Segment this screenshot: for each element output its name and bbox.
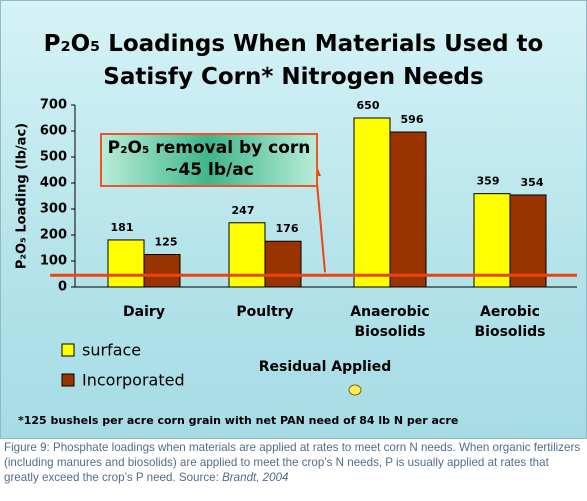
bar <box>228 222 266 288</box>
legend-swatch <box>61 373 75 387</box>
y-tick-label: 700 <box>40 98 67 113</box>
x-tick-label: Poultry <box>236 304 294 320</box>
y-axis-title: P₂O₅ Loading (lb/ac) <box>15 123 30 269</box>
y-tick-label: 500 <box>40 150 67 165</box>
data-label: 247 <box>232 204 255 217</box>
data-label: 181 <box>111 221 134 234</box>
x-axis-title: Residual Applied <box>259 359 392 375</box>
x-tick-label: Anaerobic Biosolids <box>350 304 430 340</box>
caption-source: Brandt, 2004 <box>222 471 289 484</box>
bar <box>264 240 302 288</box>
legend-swatch <box>61 343 75 357</box>
bar <box>389 131 427 288</box>
bar <box>107 239 145 288</box>
y-tick-label: 400 <box>40 176 67 191</box>
legend-label: surface <box>82 341 141 360</box>
caption: Figure 9: Phosphate loadings when materi… <box>4 440 584 485</box>
icon <box>348 384 362 396</box>
data-label: 354 <box>521 176 544 189</box>
x-tick-label: Aerobic Biosolids <box>474 304 546 340</box>
data-label: 176 <box>276 222 299 235</box>
chart-title: P₂O₅ Loadings When Materials Used to Sat… <box>43 31 544 90</box>
annotation: P₂O₅ removal by corn ~45 lb/ac <box>100 133 318 187</box>
footnote: *125 bushels per acre corn grain with ne… <box>18 414 458 427</box>
data-label: 650 <box>357 99 380 112</box>
bar <box>509 194 547 288</box>
y-tick-label: 300 <box>40 202 67 217</box>
data-label: 596 <box>401 113 424 126</box>
y-tick-label: 600 <box>40 124 67 139</box>
y-tick-label: 100 <box>40 254 67 269</box>
bar <box>353 117 391 288</box>
y-tick-label: 0 <box>58 280 67 295</box>
data-label: 359 <box>477 175 500 188</box>
caption-text: Figure 9: Phosphate loadings when materi… <box>4 441 581 484</box>
bar <box>473 193 511 288</box>
bar <box>143 254 181 288</box>
data-label: 125 <box>155 236 178 249</box>
legend-label: Incorporated <box>82 371 185 390</box>
arrow <box>315 171 326 273</box>
x-tick-label: Dairy <box>123 304 165 320</box>
y-tick-label: 200 <box>40 228 67 243</box>
